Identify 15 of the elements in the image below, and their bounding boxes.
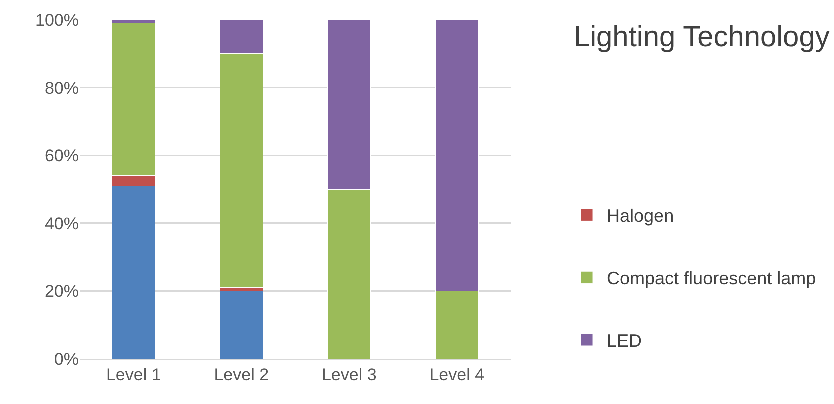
x-tick-label: Level 4 — [430, 365, 485, 384]
x-tick-label: Level 2 — [214, 365, 270, 384]
bar — [220, 290, 264, 359]
y-tick-label: 100% — [36, 10, 79, 30]
legend-label: Halogen — [607, 206, 674, 226]
y-tick-label: 20% — [44, 282, 79, 302]
y-tick-label: 0% — [54, 350, 79, 369]
y-tick-label: 40% — [44, 214, 79, 234]
y-tick-label: 80% — [44, 78, 79, 98]
x-tick-label: Level 1 — [106, 365, 162, 384]
text: Lighting Technology — [574, 22, 830, 54]
y-tick-label: 60% — [44, 146, 79, 166]
legend-label: Compact fluorescent lamp — [607, 268, 816, 289]
legend-label: LED — [607, 331, 642, 352]
x-tick-label: Level 3 — [322, 365, 377, 384]
